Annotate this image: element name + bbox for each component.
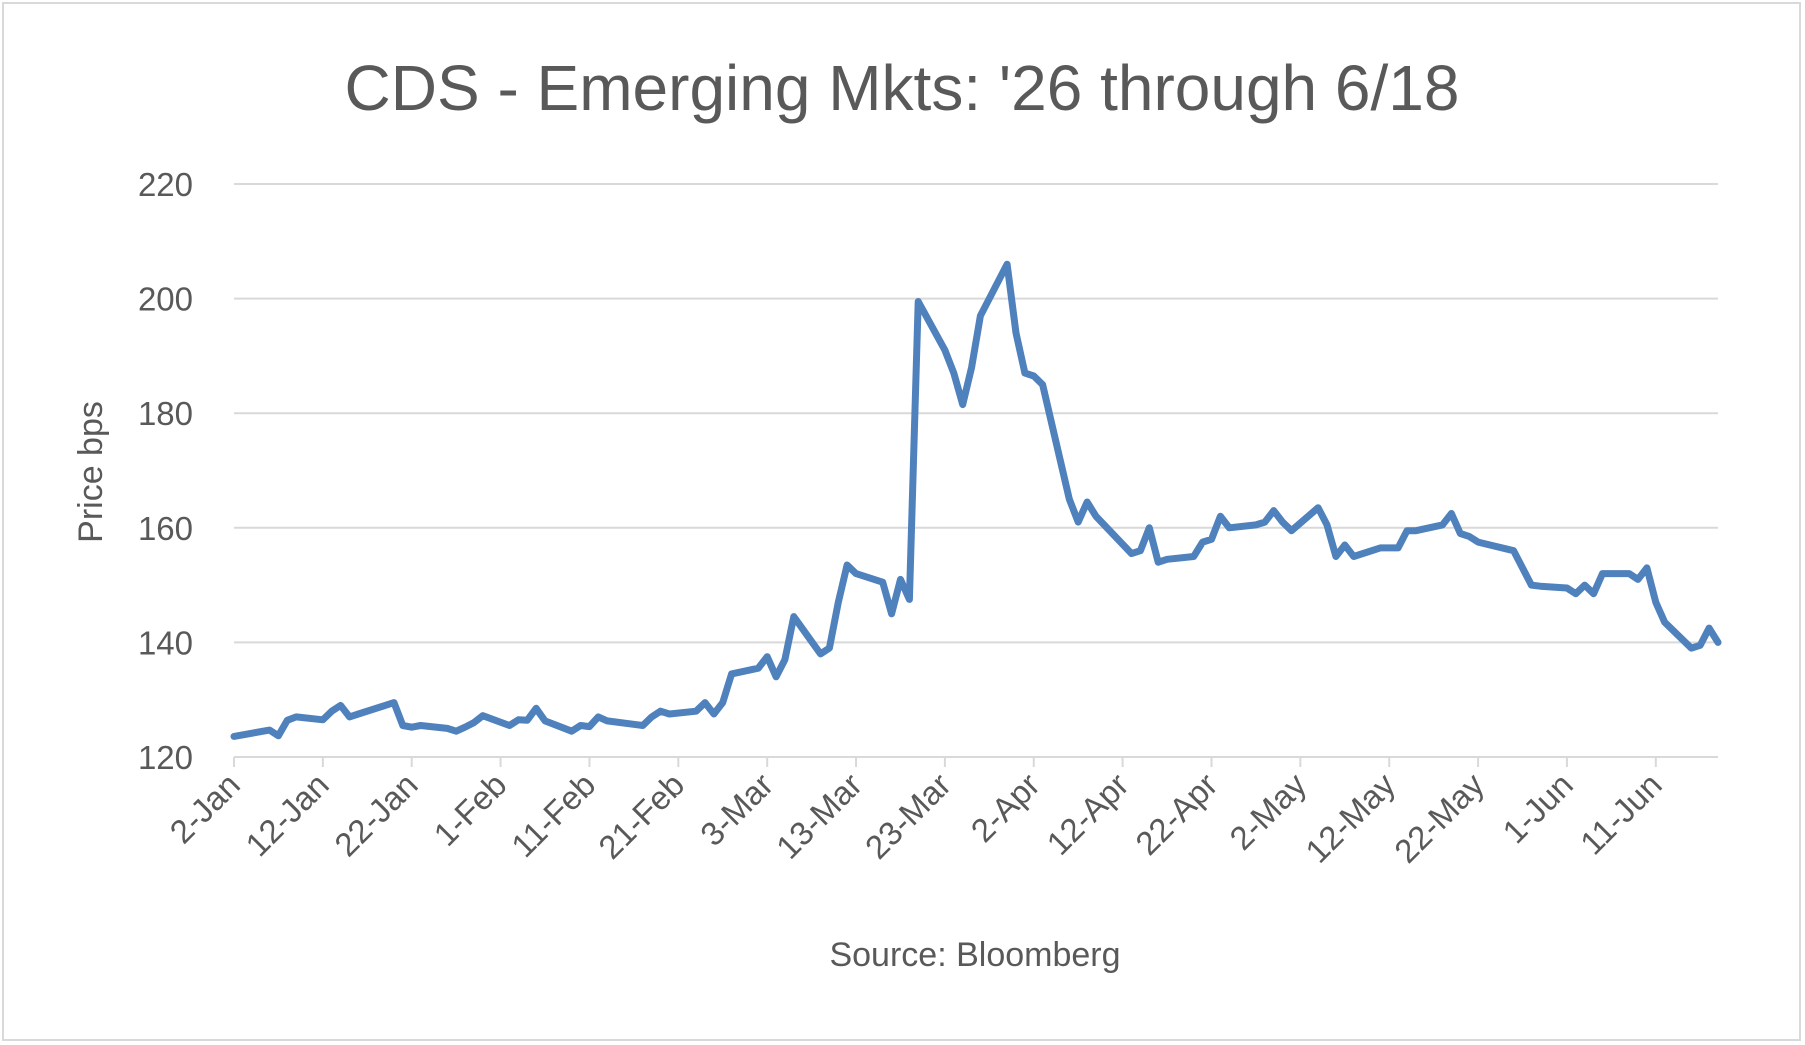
chart-title: CDS - Emerging Mkts: '26 through 6/18: [345, 52, 1460, 124]
y-axis-label: Price bps: [72, 401, 110, 543]
x-tick-label: 22-May: [1387, 765, 1491, 869]
x-tick-label: 11-Feb: [504, 766, 602, 864]
x-tick-label: 3-Mar: [693, 766, 780, 853]
y-tick-label: 120: [138, 739, 193, 776]
series-layer: [230, 260, 1722, 740]
x-tick-label: 2-Jan: [162, 766, 247, 851]
y-tick-label: 140: [138, 624, 193, 661]
y-tick-label: 160: [138, 510, 193, 547]
series-line: [230, 260, 1722, 740]
x-tick-label: 22-Jan: [327, 766, 425, 864]
x-tick-label: 23-Mar: [858, 766, 958, 866]
y-tick-label: 220: [138, 166, 193, 203]
x-tick-label: 1-Feb: [426, 766, 513, 853]
y-tick-label: 200: [138, 281, 193, 318]
x-tick-label: 1-Jun: [1495, 766, 1580, 851]
x-tick-label: 22-Apr: [1128, 766, 1224, 862]
x-tick-label: 21-Feb: [591, 766, 691, 866]
gridlines: [234, 183, 1718, 644]
x-tick-label: 12-Jan: [238, 766, 336, 864]
x-tick-label: 12-Apr: [1039, 766, 1135, 862]
x-tick-label: 11-Jun: [1573, 766, 1669, 862]
x-tick-label: 12-May: [1298, 765, 1402, 869]
x-tick-label: 2-Apr: [963, 766, 1046, 849]
x-axis-label: Source: Bloomberg: [829, 936, 1120, 974]
x-tick-label: 13-Mar: [769, 766, 869, 866]
y-tick-label: 180: [138, 395, 193, 432]
